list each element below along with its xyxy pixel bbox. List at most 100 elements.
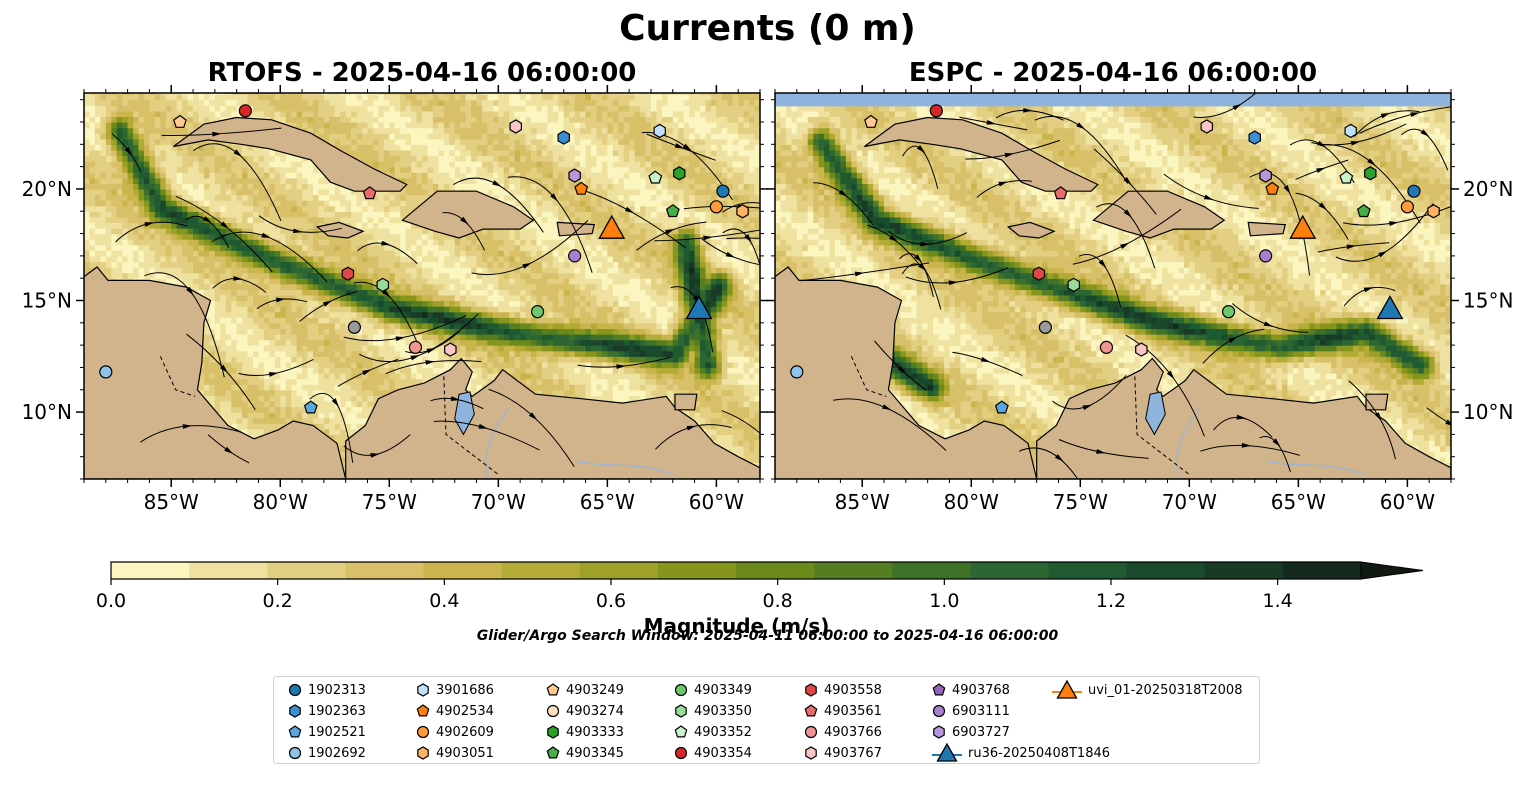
magnitude-cell (193, 272, 200, 279)
magnitude-cell (651, 289, 658, 296)
magnitude-cell (520, 255, 527, 263)
magnitude-cell (710, 428, 717, 435)
magnitude-cell (580, 339, 587, 346)
magnitude-cell (536, 339, 543, 346)
magnitude-cell (618, 350, 625, 357)
magnitude-cell (247, 428, 254, 435)
magnitude-cell (585, 278, 592, 285)
magnitude-cell (487, 328, 494, 335)
magnitude-cell (732, 389, 739, 396)
magnitude-cell (743, 384, 750, 391)
magnitude-cell (307, 412, 314, 419)
magnitude-cell (678, 267, 685, 274)
magnitude-cell (225, 389, 232, 396)
magnitude-cell (520, 345, 527, 352)
magnitude-cell (536, 384, 543, 391)
magnitude-cell (667, 339, 674, 346)
magnitude-cell (236, 255, 243, 263)
magnitude-cell (580, 367, 587, 374)
magnitude-cell (476, 267, 483, 274)
magnitude-cell (383, 389, 390, 396)
magnitude-cell (672, 294, 679, 302)
magnitude-cell (307, 261, 314, 268)
magnitude-cell (623, 272, 630, 279)
magnitude-cell (405, 322, 412, 329)
magnitude-cell (367, 350, 374, 357)
magnitude-cell (198, 378, 205, 385)
magnitude-cell (689, 300, 696, 307)
magnitude-cell (503, 322, 510, 329)
magnitude-cell (356, 412, 363, 419)
magnitude-cell (531, 267, 538, 274)
magnitude-cell (362, 289, 369, 296)
magnitude-cell (329, 423, 336, 430)
magnitude-cell (378, 328, 385, 335)
magnitude-cell (242, 250, 249, 257)
magnitude-cell (732, 255, 739, 263)
magnitude-cell (738, 356, 745, 363)
magnitude-cell (253, 289, 260, 296)
magnitude-cell (754, 294, 760, 302)
magnitude-cell (362, 317, 369, 324)
magnitude-cell (242, 334, 249, 341)
magnitude-cell (547, 378, 554, 385)
magnitude-cell (443, 356, 450, 363)
magnitude-cell (247, 361, 254, 369)
magnitude-cell (225, 261, 232, 268)
magnitude-cell (732, 339, 739, 346)
magnitude-cell (383, 350, 390, 357)
magnitude-cell (318, 356, 325, 363)
magnitude-cell (416, 334, 423, 341)
magnitude-cell (362, 412, 369, 419)
magnitude-cell (520, 283, 527, 290)
magnitude-cell (253, 423, 260, 430)
magnitude-cell (727, 350, 734, 357)
magnitude-cell (307, 278, 314, 285)
magnitude-cell (705, 283, 712, 290)
magnitude-cell (367, 367, 374, 374)
magnitude-cell (640, 300, 647, 307)
magnitude-cell (754, 334, 760, 341)
magnitude-cell (700, 278, 707, 285)
magnitude-cell (427, 322, 434, 329)
magnitude-cell (291, 283, 298, 290)
magnitude-cell (367, 289, 374, 296)
magnitude-cell (509, 322, 516, 329)
magnitude-cell (345, 300, 352, 307)
magnitude-cell (732, 378, 739, 385)
magnitude-cell (716, 378, 723, 385)
magnitude-cell (280, 395, 287, 402)
magnitude-cell (661, 334, 668, 341)
magnitude-cell (531, 356, 538, 363)
magnitude-cell (520, 317, 527, 324)
magnitude-cell (432, 373, 439, 380)
magnitude-cell (623, 317, 630, 324)
magnitude-cell (362, 378, 369, 385)
magnitude-cell (302, 334, 309, 341)
magnitude-cell (705, 306, 712, 313)
magnitude-cell (307, 322, 314, 329)
magnitude-cell (334, 350, 341, 357)
magnitude-cell (591, 367, 598, 374)
magnitude-cell (531, 361, 538, 369)
magnitude-cell (563, 345, 570, 352)
magnitude-cell (214, 294, 221, 302)
magnitude-cell (640, 261, 647, 268)
magnitude-cell (405, 311, 412, 318)
magnitude-cell (362, 339, 369, 346)
magnitude-cell (754, 361, 760, 369)
magnitude-cell (700, 373, 707, 380)
magnitude-cell (596, 373, 603, 380)
magnitude-cell (465, 294, 472, 302)
magnitude-cell (313, 412, 320, 419)
magnitude-cell (438, 272, 445, 279)
magnitude-cell (503, 306, 510, 313)
magnitude-cell (552, 283, 559, 290)
magnitude-cell (471, 367, 478, 374)
magnitude-cell (749, 412, 756, 419)
magnitude-cell (323, 334, 330, 341)
magnitude-cell (122, 272, 129, 279)
magnitude-cell (694, 417, 701, 424)
magnitude-cell (422, 322, 429, 329)
magnitude-cell (405, 317, 412, 324)
